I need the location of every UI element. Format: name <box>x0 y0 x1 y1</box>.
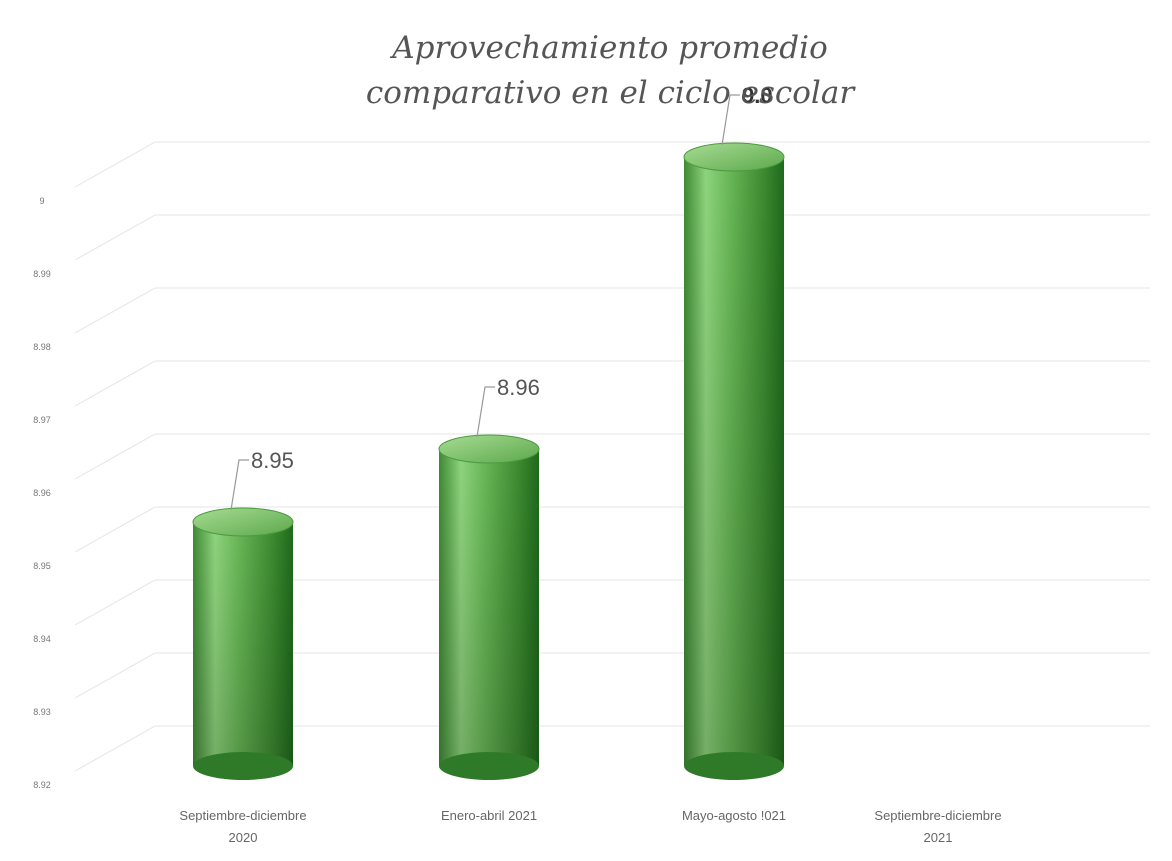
leader-line <box>476 386 495 438</box>
bar-shade <box>193 522 293 766</box>
leader-line <box>230 459 249 511</box>
gridline-side <box>74 141 156 188</box>
gridline-side <box>74 652 156 699</box>
data-label: 8.95 <box>251 448 294 473</box>
x-axis-categories: Septiembre-diciembre 2020 Enero-abril 2021… <box>179 808 1001 845</box>
y-tick-label: 8.97 <box>33 415 51 425</box>
chart-title: Aprovechamiento promedio comparativo en e… <box>366 30 856 111</box>
category-label: 2020 <box>229 830 258 845</box>
gridline-side <box>74 579 156 626</box>
bar-cap <box>192 507 294 537</box>
leader-line <box>721 94 740 146</box>
bar-base <box>439 752 539 780</box>
gridline-side <box>74 360 156 407</box>
bar-cap <box>438 434 540 464</box>
bars <box>192 142 785 780</box>
data-labels: 8.95 8.96 9.0 <box>230 83 773 511</box>
gridline-side <box>74 287 156 334</box>
chart-title-line: Aprovechamiento promedio <box>389 30 827 66</box>
y-tick-label: 8.95 <box>33 561 51 571</box>
y-tick-label: 8.92 <box>33 780 51 790</box>
bar-shade <box>439 449 539 766</box>
category-label: Septiembre-diciembre <box>874 808 1001 823</box>
y-tick-label: 9 <box>39 196 44 206</box>
y-tick-label: 8.98 <box>33 342 51 352</box>
category-label: Enero-abril 2021 <box>441 808 537 823</box>
gridline-side <box>74 433 156 480</box>
bar-cap <box>683 142 785 172</box>
category-label: Septiembre-diciembre <box>179 808 306 823</box>
data-label: 8.96 <box>497 375 540 400</box>
bar-base <box>684 752 784 780</box>
bar-base <box>193 752 293 780</box>
gridline-side <box>74 506 156 553</box>
y-tick-label: 8.93 <box>33 707 51 717</box>
gridline-side <box>74 214 156 261</box>
y-tick-label: 8.94 <box>33 634 51 644</box>
y-tick-label: 8.96 <box>33 488 51 498</box>
y-axis-ticks: 8.92 8.93 8.94 8.95 8.96 8.97 8.98 8.99 9 <box>33 196 51 790</box>
category-label: Mayo-agosto !021 <box>682 808 786 823</box>
gridlines <box>74 141 1150 772</box>
bar <box>192 507 294 780</box>
bar <box>438 434 540 780</box>
bar <box>683 142 785 780</box>
gridline-side <box>74 725 156 772</box>
y-tick-label: 8.99 <box>33 269 51 279</box>
bar-shade <box>684 157 784 766</box>
chart-title-line: comparativo en el ciclo escolar <box>366 75 856 111</box>
category-label: 2021 <box>924 830 953 845</box>
data-label: 9.0 <box>742 83 773 108</box>
